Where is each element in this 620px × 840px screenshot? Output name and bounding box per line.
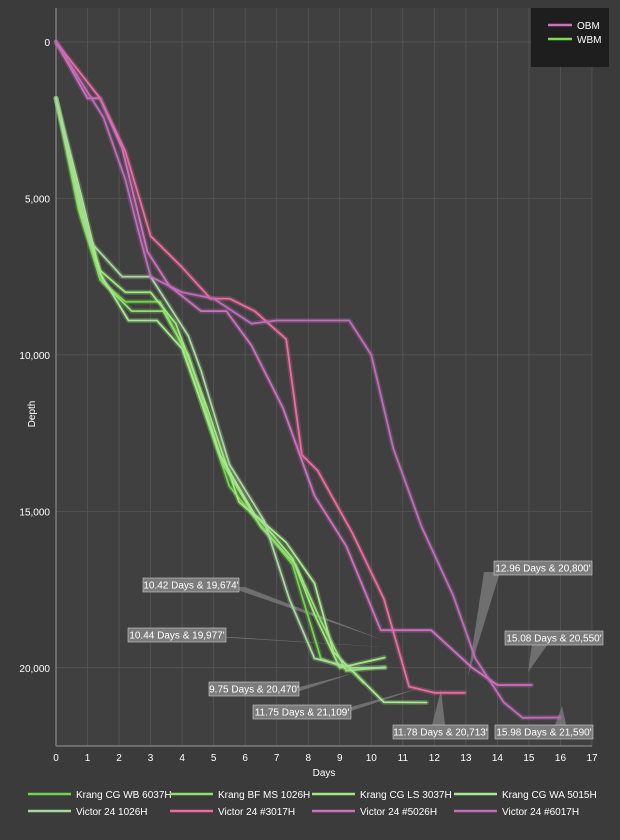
x-tick-label: 3 [148,753,154,764]
x-tick-label: 0 [53,753,59,764]
callout-label: 12.96 Days & 20,800' [495,564,590,575]
series-line [55,97,428,704]
y-tick-label: 20,000 [19,664,50,675]
callout-label: 9.75 Days & 20,470' [209,685,299,696]
x-tick-label: 15 [523,753,535,764]
callout-box [127,627,227,643]
callout-label: 11.78 Days & 20,713' [393,728,488,739]
legend-label: OBM [577,21,600,32]
x-tick-label: 10 [366,753,378,764]
callout-pointer [216,637,383,647]
callout-label: 15.08 Days & 20,550' [506,634,601,645]
callout-pointer [528,644,548,672]
callout-pointer [332,688,420,712]
x-tick-label: 9 [337,753,343,764]
x-tick-label: 2 [116,753,122,764]
legend-label: Krang BF MS 1026H [218,790,310,801]
x-tick-label: 17 [586,753,598,764]
callout-pointer [229,587,383,640]
x-tick-label: 5 [211,753,217,764]
callout-pointer [284,673,354,691]
y-tick-label: 5,000 [25,194,50,205]
y-tick-label: 0 [44,38,50,49]
x-tick-label: 11 [398,753,409,764]
legend-label: Krang CG LS 3037H [360,790,452,801]
x-axis-label: Days [313,768,336,779]
x-tick-label: 14 [492,753,504,764]
legend-label: Victor 24 #5026H [360,807,437,818]
legend-label: Krang CG WA 5015H [502,790,597,801]
x-tick-label: 16 [555,753,567,764]
callout-box [494,724,594,740]
series-line [55,41,466,694]
callout-box [493,560,593,576]
plot-area [56,8,592,746]
legend-label: Victor 24 #3017H [218,807,295,818]
x-tick-label: 8 [305,753,311,764]
x-tick-label: 6 [242,753,248,764]
callout-label: 15.98 Days & 21,590' [496,728,591,739]
callout-box [208,681,300,697]
x-tick-label: 13 [460,753,472,764]
callout-pointer [430,690,446,733]
callout-box [504,630,604,646]
y-tick-label: 10,000 [19,351,50,362]
callout-box [392,724,489,740]
legend-label: Victor 24 #6017H [502,807,579,818]
x-tick-label: 12 [429,753,441,764]
callout-label: 10.42 Days & 19,674' [143,581,238,592]
y-tick-label: 15,000 [19,507,50,518]
series-line [55,41,533,686]
legend-label: Victor 24 1026H [76,807,148,818]
legend-label: Krang CG WB 6037H [76,790,172,801]
x-tick-label: 1 [85,753,91,764]
callout-label: 10.44 Days & 19,977' [129,631,224,642]
x-tick-label: 7 [274,753,280,764]
fluid-legend-box [531,8,609,67]
legend-label: WBM [577,35,601,46]
callout-label: 11.75 Days & 21,109' [255,708,350,719]
callout-box [142,577,240,593]
x-tick-label: 4 [179,753,185,764]
y-axis-label: Depth [27,401,38,428]
series-line [55,97,387,669]
series-line [55,41,561,719]
callout-pointer [468,572,500,676]
callout-box [252,704,352,720]
